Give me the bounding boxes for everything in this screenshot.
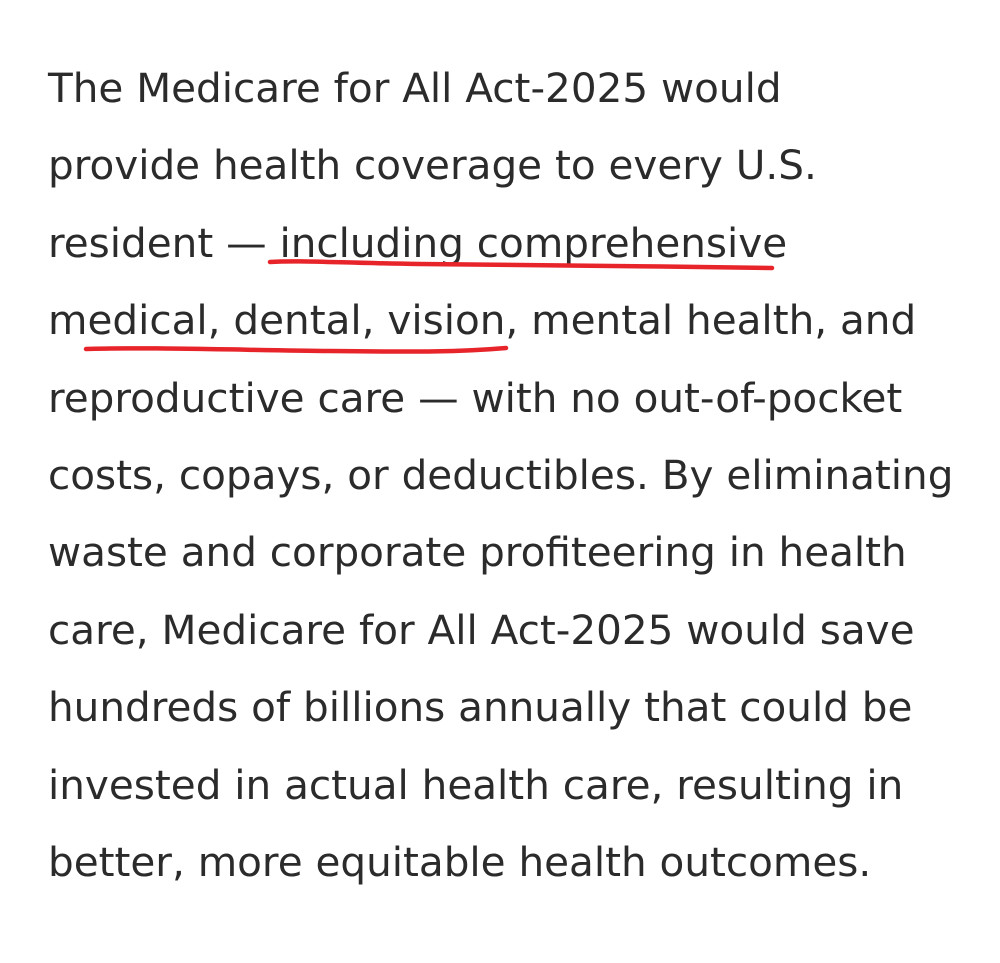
- paragraph-line: The Medicare for All Act-2025 would: [48, 64, 782, 112]
- paragraph-line: resident — including comprehensive: [48, 218, 788, 267]
- article-paragraph: The Medicare for All Act-2025 would prov…: [48, 50, 968, 901]
- paragraph-line: reproductive care — with no out-of-pocke…: [48, 373, 903, 422]
- paragraph-line: care, Medicare for All Act-2025 would sa…: [48, 605, 915, 654]
- paragraph-line: provide health coverage to every U.S.: [48, 141, 817, 190]
- paragraph-line: costs, copays, or deductibles. By elimin…: [48, 451, 954, 500]
- paragraph-line: hundreds of billions annually that could…: [48, 683, 913, 732]
- paragraph-line: invested in actual health care, resultin…: [48, 760, 904, 809]
- paragraph-line: waste and corporate profiteering in heal…: [48, 528, 907, 577]
- paragraph-line: better, more equitable health outcomes.: [48, 838, 872, 887]
- paragraph-line: medical, dental, vision, mental health, …: [48, 296, 917, 345]
